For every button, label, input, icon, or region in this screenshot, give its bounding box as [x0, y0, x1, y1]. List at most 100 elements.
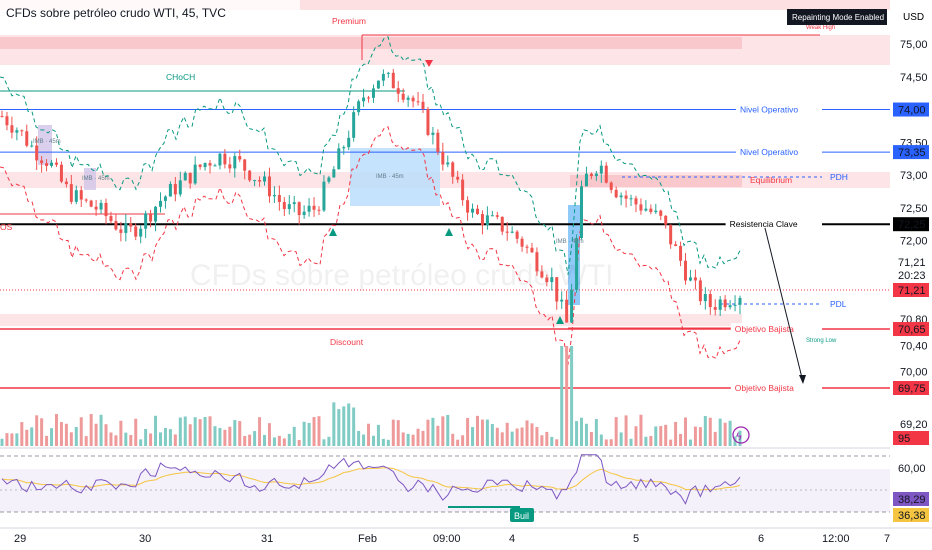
volume-bar: [40, 418, 44, 446]
volume-bar: [693, 426, 697, 446]
volume-bar: [139, 439, 143, 446]
volume-bar: [624, 415, 628, 446]
volume-bar: [659, 426, 663, 446]
candle-body: [545, 277, 549, 283]
volume-bar: [738, 430, 742, 446]
discount-label: Discount: [330, 337, 364, 347]
candle-body: [466, 200, 470, 213]
volume-bar: [396, 420, 400, 446]
volume-bar: [480, 419, 484, 446]
candle-body: [659, 210, 663, 216]
volume-bar: [59, 422, 63, 446]
candle-body: [535, 252, 539, 272]
volume-bar: [461, 435, 465, 446]
currency-label[interactable]: USD: [903, 12, 924, 23]
volume-bar: [708, 417, 712, 446]
candle-body: [738, 297, 742, 305]
volume-bar: [352, 407, 356, 446]
volume-bar: [446, 414, 450, 446]
candle-body: [149, 213, 153, 222]
candle-body: [109, 216, 113, 222]
pdh-label: PDH: [830, 172, 848, 182]
candle-body: [114, 221, 118, 230]
marker-triangle-up-3: [556, 316, 564, 324]
marker-triangle-up-2: [445, 228, 453, 236]
time-label: 09:00: [433, 533, 461, 545]
price-tick: 73,00: [900, 170, 928, 182]
rsi-tick: 60,00: [898, 463, 926, 475]
price-tag-bg: [893, 145, 929, 160]
volume-bar: [426, 419, 430, 446]
level-label: Objetivo Bajista: [735, 383, 794, 393]
candle-body: [74, 190, 78, 202]
volume-bar: [540, 435, 544, 446]
volume-bar: [5, 433, 9, 446]
premium-zone-dark: [0, 37, 742, 49]
projection-arrow: [764, 227, 804, 383]
volume-bar: [381, 438, 385, 446]
volume-bar: [431, 417, 435, 446]
volume-bar: [94, 423, 98, 446]
volume-bar: [654, 426, 658, 446]
volume-bar: [664, 424, 668, 446]
imb-label-3: IMB · 45m: [33, 139, 61, 145]
volume-bar: [263, 434, 267, 446]
time-label: 31: [261, 533, 273, 545]
envelope-band: [0, 36, 741, 275]
volume-bar: [688, 439, 692, 446]
candle-body: [396, 88, 400, 94]
candle-body: [679, 245, 683, 261]
volume-bar: [69, 432, 73, 446]
candle-body: [421, 101, 425, 109]
candle-body: [347, 137, 351, 148]
volume-bar: [45, 435, 49, 446]
candle-body: [287, 204, 291, 210]
candle-body: [0, 116, 4, 118]
candle-body: [297, 202, 301, 216]
candle-body: [451, 162, 455, 177]
candle-body: [54, 162, 58, 165]
candle-body: [505, 231, 509, 233]
volume-bar: [599, 434, 603, 446]
volume-bar: [698, 427, 702, 446]
price-tick: 69,20: [900, 419, 928, 431]
candle-body: [337, 148, 341, 170]
volume-bar: [441, 416, 445, 446]
candle-body: [30, 145, 34, 147]
rsi-line: [1, 454, 741, 505]
volume-bar: [109, 432, 113, 446]
price-tag: 70,65: [898, 324, 926, 336]
price-tag-bg: [893, 268, 929, 282]
candle-body: [218, 153, 222, 166]
candle-body: [530, 247, 534, 253]
candle-body: [367, 97, 371, 99]
volume-bar: [248, 434, 252, 446]
candle-body: [500, 216, 504, 232]
candle-body: [703, 294, 707, 302]
volume-bar: [500, 432, 504, 446]
price-tag: 95: [898, 433, 910, 445]
volume-bar: [575, 421, 579, 446]
imb-label-1: IMB · 45m: [376, 174, 404, 180]
volume-bar: [505, 422, 509, 446]
time-label: 6: [758, 533, 764, 545]
candle-body: [649, 208, 653, 213]
alert-lightning-icon[interactable]: [732, 426, 750, 444]
candle-body: [619, 195, 623, 198]
candle-body: [272, 195, 276, 197]
volume-bar: [89, 414, 93, 446]
time-axis[interactable]: 29 30 31 Feb 09:00 4 5 6 12:00 7: [14, 533, 890, 545]
level-label-bg: [725, 218, 822, 231]
candle-body: [654, 210, 658, 213]
volume-bar: [728, 420, 732, 446]
volume-bar: [649, 435, 653, 446]
candle-body: [550, 277, 554, 283]
price-axis-tags: 74,0073,3572,2571,2120:2371,2170,6569,75…: [893, 102, 929, 445]
candle-body: [371, 88, 375, 98]
candle-body: [203, 163, 207, 168]
candle-body: [589, 173, 593, 177]
candle-body: [243, 159, 247, 171]
volume-bar: [718, 418, 722, 446]
candle-body: [639, 204, 643, 211]
